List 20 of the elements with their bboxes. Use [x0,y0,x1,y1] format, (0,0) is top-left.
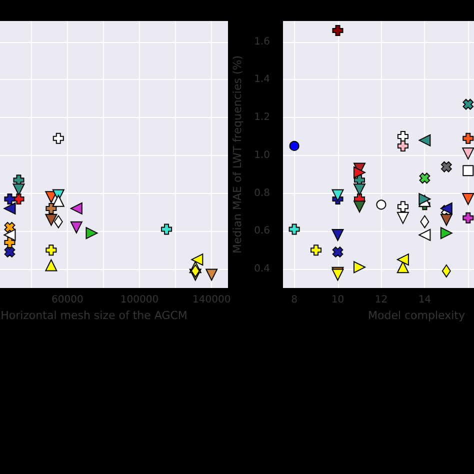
point [206,268,218,281]
point [462,193,474,205]
point [45,214,58,226]
point [289,140,300,151]
point [45,259,58,272]
point [332,24,344,36]
point [46,202,57,214]
point [462,165,474,176]
point [86,227,98,240]
point [440,214,452,226]
point [440,161,452,172]
point [440,227,452,240]
point [419,172,430,184]
point [397,201,408,212]
point [353,166,366,178]
point [353,200,366,213]
point [332,189,344,202]
point [462,148,474,160]
point [462,212,474,224]
point [397,131,408,142]
